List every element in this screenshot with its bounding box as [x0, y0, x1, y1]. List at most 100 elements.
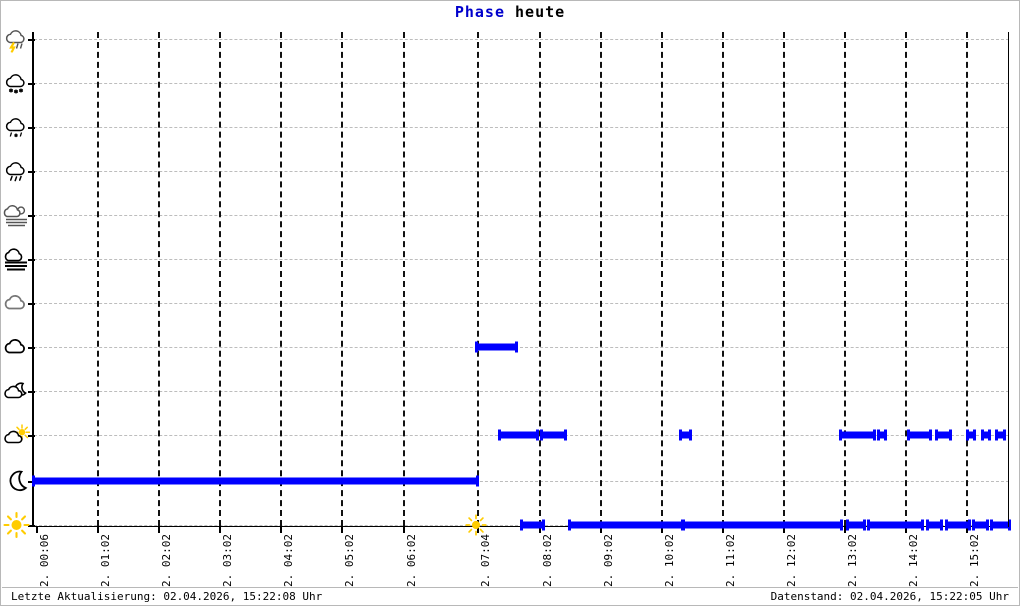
y-axis-tick: [28, 391, 35, 393]
x-axis-label: 02. 10:02: [663, 534, 676, 594]
time-gridline: [600, 32, 602, 526]
partly-cloudy-day-icon: [3, 422, 30, 449]
x-axis-tick: [219, 527, 221, 533]
phase-segment: [907, 429, 932, 441]
phase-segment: [972, 519, 989, 531]
phase-segment: [926, 519, 943, 531]
category-gridline: [34, 481, 1009, 482]
x-axis-tick: [36, 527, 38, 533]
category-gridline: [34, 391, 1009, 392]
x-axis-tick: [539, 527, 541, 533]
x-axis-label: 02. 09:02: [602, 534, 615, 594]
time-gridline: [905, 32, 907, 526]
y-axis-tick: [28, 171, 35, 173]
time-gridline: [219, 32, 221, 526]
x-axis-label: 02. 01:02: [99, 534, 112, 594]
title-keyword: Phase: [454, 3, 505, 21]
x-axis-tick: [280, 527, 282, 533]
category-gridline: [34, 347, 1009, 348]
phase-segment: [995, 429, 1006, 441]
phase-segment: [568, 519, 684, 531]
x-axis-tick: [600, 527, 602, 533]
plot-area: [28, 32, 1011, 536]
x-axis-label: 02. 15:02: [968, 534, 981, 594]
thunderstorm-icon: [3, 26, 30, 53]
phase-segment: [32, 475, 479, 487]
data-state-text: Datenstand: 02.04.2026, 15:22:05 Uhr: [770, 590, 1009, 603]
category-gridline: [34, 303, 1009, 304]
time-gridline: [280, 32, 282, 526]
y-axis-tick: [28, 83, 35, 85]
x-axis-tick: [722, 527, 724, 533]
x-axis-tick: [158, 527, 160, 533]
status-footer: Letzte Aktualisierung: 02.04.2026, 15:22…: [2, 587, 1018, 605]
x-axis-label: 02. 06:02: [405, 534, 418, 594]
partly-cloudy-night-icon: [3, 378, 30, 405]
x-axis-label: 02. 02:02: [160, 534, 173, 594]
x-axis-tick: [905, 527, 907, 533]
rain-icon: [3, 158, 30, 185]
x-axis-label: 02. 11:02: [724, 534, 737, 594]
haze-sun-icon: [3, 202, 30, 229]
category-gridline: [34, 127, 1009, 128]
y-axis-tick: [28, 259, 35, 261]
phase-segment: [846, 519, 866, 531]
category-gridline: [34, 259, 1009, 260]
phase-segment: [877, 429, 887, 441]
phase-segment: [839, 429, 876, 441]
y-axis-tick: [28, 127, 35, 129]
y-axis-tick: [28, 39, 35, 41]
time-gridline: [966, 32, 968, 526]
time-gridline: [539, 32, 541, 526]
x-axis-label: 02. 05:02: [343, 534, 356, 594]
moon-icon: [3, 468, 30, 495]
time-gridline: [403, 32, 405, 526]
category-gridline: [34, 83, 1009, 84]
phase-segment: [475, 341, 518, 353]
category-gridline: [34, 215, 1009, 216]
phase-segment: [966, 429, 976, 441]
x-axis-tick: [477, 527, 479, 533]
sleet-icon: [3, 114, 30, 141]
cloudy-icon: [3, 334, 30, 361]
y-axis-tick: [28, 525, 35, 527]
x-axis-tick: [661, 527, 663, 533]
time-gridline: [783, 32, 785, 526]
x-axis-label: 02. 03:02: [221, 534, 234, 594]
phase-segment: [981, 429, 991, 441]
page-title: Phase heute: [1, 3, 1019, 21]
x-axis-tick: [783, 527, 785, 533]
y-axis-tick: [28, 347, 35, 349]
title-rest: heute: [515, 3, 566, 21]
y-axis-tick: [28, 481, 35, 483]
phase-segment: [867, 519, 924, 531]
y-axis-tick: [28, 215, 35, 217]
time-gridline: [341, 32, 343, 526]
category-gridline: [34, 39, 1009, 40]
y-axis-tick: [28, 435, 35, 437]
time-gridline: [158, 32, 160, 526]
category-gridline: [34, 171, 1009, 172]
overcast-icon: [3, 290, 30, 317]
x-axis-tick: [341, 527, 343, 533]
plot-right-border: [1008, 32, 1009, 527]
x-axis-label: 02. 14:02: [907, 534, 920, 594]
time-gridline: [844, 32, 846, 526]
x-axis-label: 02. 04:02: [282, 534, 295, 594]
phase-segment: [935, 429, 952, 441]
x-axis-label: 02. 13:02: [846, 534, 859, 594]
phase-segment: [945, 519, 971, 531]
time-gridline: [97, 32, 99, 526]
x-axis-label: 02. 07:04: [479, 534, 492, 594]
x-axis-label: 02. 00:06: [38, 534, 51, 594]
time-gridline: [477, 32, 479, 526]
phase-segment: [679, 429, 692, 441]
x-axis-label: 02. 12:02: [785, 534, 798, 594]
x-axis-tick: [844, 527, 846, 533]
time-gridline: [722, 32, 724, 526]
x-axis-tick: [403, 527, 405, 533]
sun-icon: [3, 511, 30, 539]
time-gridline: [661, 32, 663, 526]
x-axis-tick: [966, 527, 968, 533]
